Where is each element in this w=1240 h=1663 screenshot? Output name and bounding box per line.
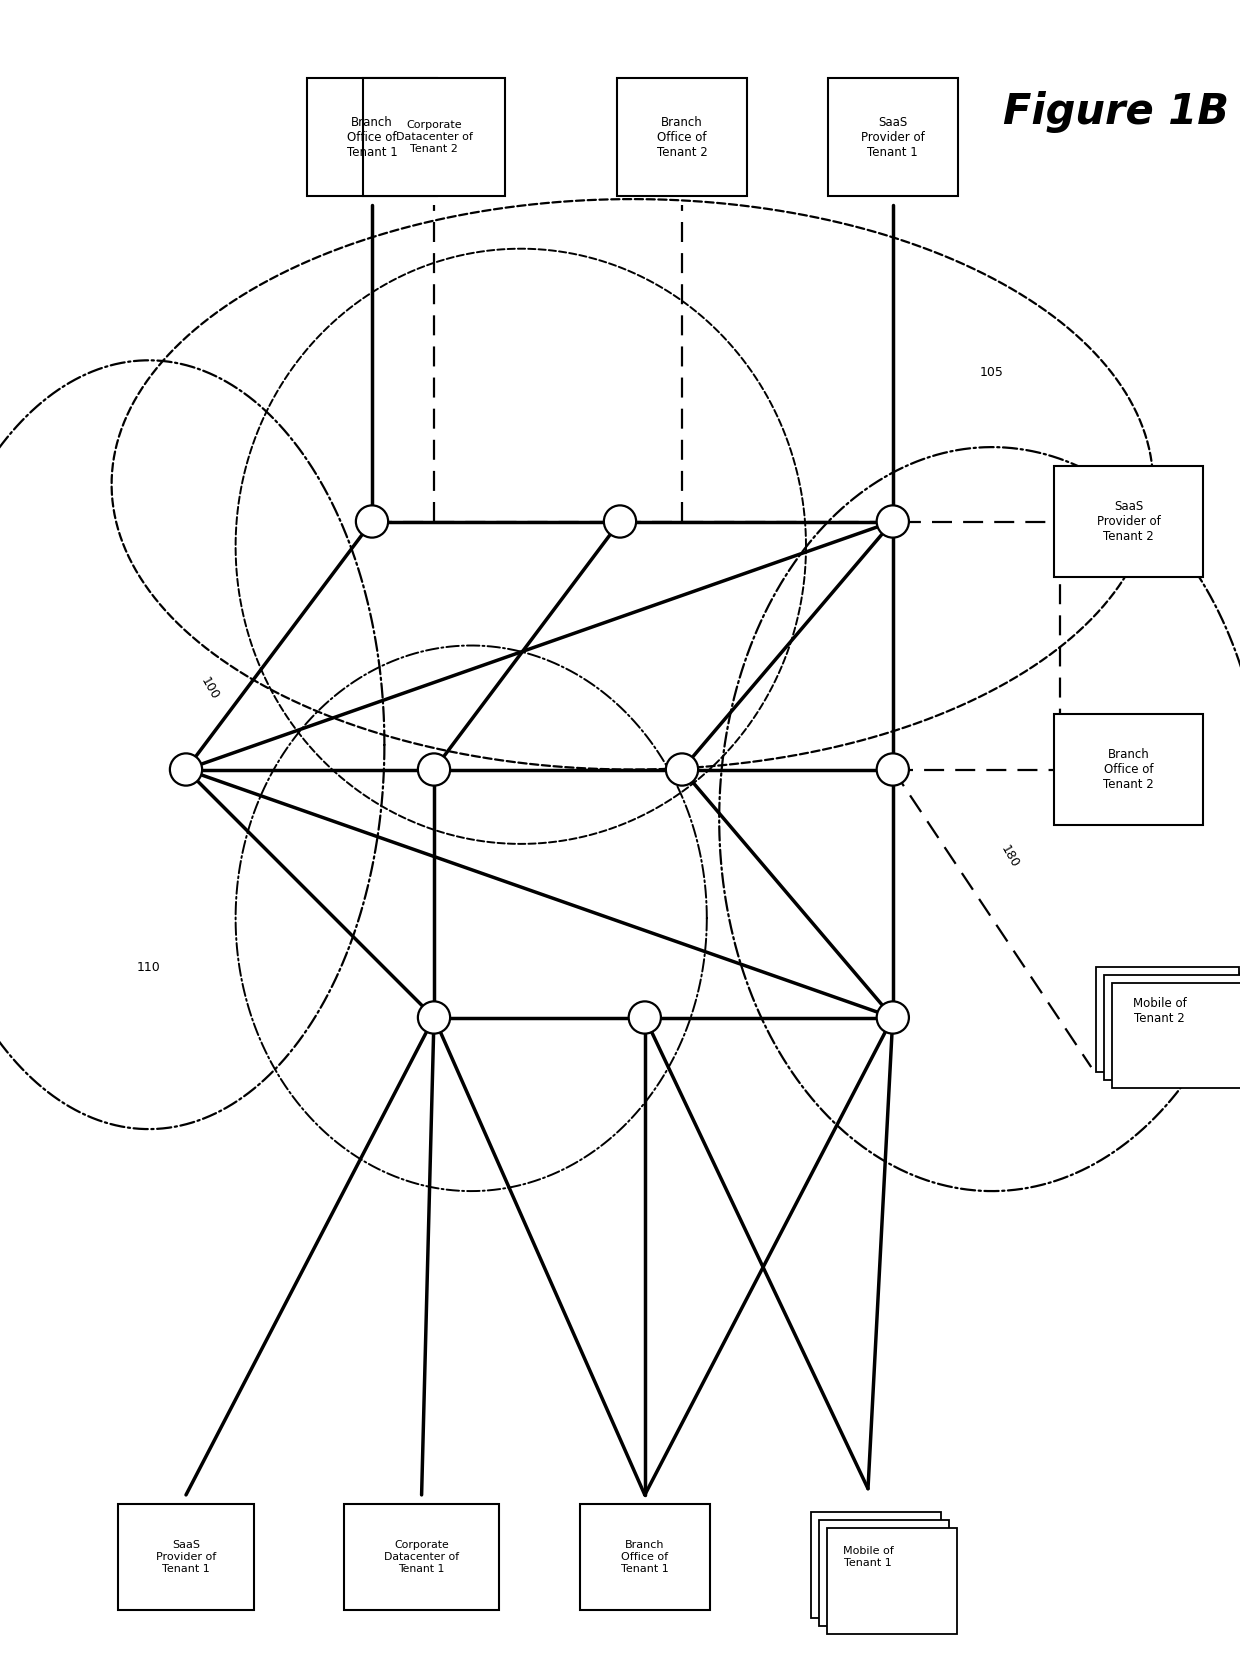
FancyBboxPatch shape — [1112, 983, 1240, 1088]
FancyBboxPatch shape — [362, 78, 505, 196]
Circle shape — [604, 506, 636, 537]
Circle shape — [356, 506, 388, 537]
Text: 180: 180 — [998, 843, 1022, 870]
FancyBboxPatch shape — [828, 78, 957, 196]
FancyBboxPatch shape — [618, 78, 746, 196]
Text: 105: 105 — [980, 366, 1003, 379]
FancyBboxPatch shape — [308, 78, 438, 196]
Text: Corporate
Datacenter of
Tenant 1: Corporate Datacenter of Tenant 1 — [384, 1540, 459, 1573]
Circle shape — [418, 1001, 450, 1034]
Text: Branch
Office of
Tenant 2: Branch Office of Tenant 2 — [1104, 748, 1153, 792]
Text: 100: 100 — [198, 675, 222, 702]
Text: SaaS
Provider of
Tenant 2: SaaS Provider of Tenant 2 — [1096, 501, 1161, 544]
FancyBboxPatch shape — [811, 1512, 941, 1618]
Text: Branch
Office of
Tenant 1: Branch Office of Tenant 1 — [347, 116, 397, 158]
Circle shape — [666, 753, 698, 785]
Circle shape — [877, 753, 909, 785]
FancyBboxPatch shape — [1054, 466, 1203, 577]
Circle shape — [418, 753, 450, 785]
Circle shape — [877, 1001, 909, 1034]
Text: Figure 1B: Figure 1B — [1003, 91, 1229, 133]
FancyBboxPatch shape — [1105, 975, 1240, 1081]
Text: Corporate
Datacenter of
Tenant 2: Corporate Datacenter of Tenant 2 — [396, 120, 472, 153]
Circle shape — [629, 1001, 661, 1034]
Circle shape — [877, 506, 909, 537]
FancyBboxPatch shape — [343, 1505, 498, 1610]
Text: 110: 110 — [136, 961, 160, 975]
Text: SaaS
Provider of
Tenant 1: SaaS Provider of Tenant 1 — [861, 116, 925, 158]
Text: Branch
Office of
Tenant 1: Branch Office of Tenant 1 — [621, 1540, 668, 1573]
Text: Mobile of
Tenant 1: Mobile of Tenant 1 — [843, 1547, 893, 1568]
FancyBboxPatch shape — [818, 1520, 950, 1626]
Text: SaaS
Provider of
Tenant 1: SaaS Provider of Tenant 1 — [156, 1540, 216, 1573]
Circle shape — [170, 753, 202, 785]
Text: Mobile of
Tenant 2: Mobile of Tenant 2 — [1132, 998, 1187, 1026]
Text: Branch
Office of
Tenant 2: Branch Office of Tenant 2 — [657, 116, 707, 158]
FancyBboxPatch shape — [118, 1505, 254, 1610]
FancyBboxPatch shape — [1096, 966, 1239, 1073]
FancyBboxPatch shape — [827, 1528, 957, 1633]
FancyBboxPatch shape — [579, 1505, 709, 1610]
FancyBboxPatch shape — [1054, 713, 1203, 825]
